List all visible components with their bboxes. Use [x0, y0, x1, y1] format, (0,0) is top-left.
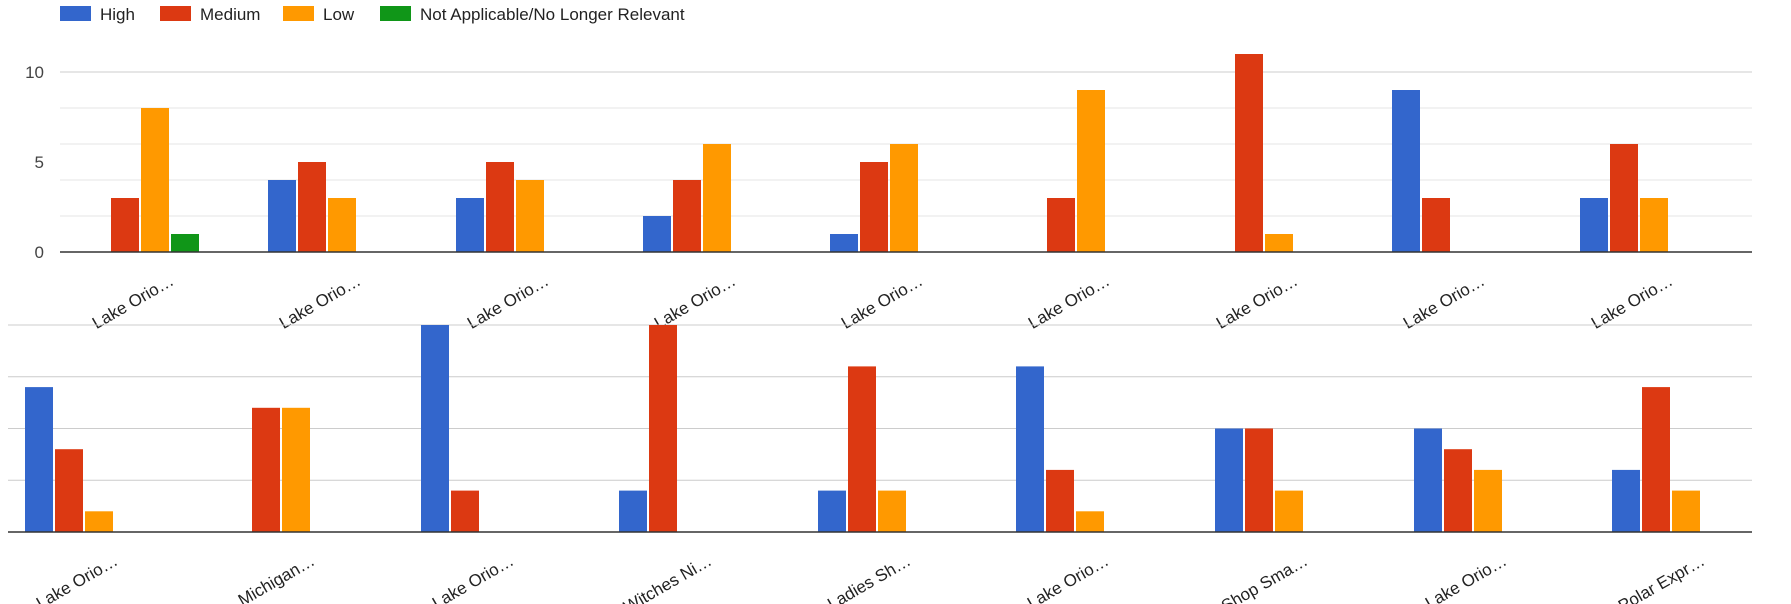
- legend-swatch: [60, 6, 91, 21]
- bar-high: [1392, 90, 1420, 252]
- bar-high: [818, 490, 846, 532]
- bar-high: [1215, 428, 1243, 532]
- x-category-label: Shop Sma…: [1218, 551, 1311, 604]
- bar-medium: [298, 162, 326, 252]
- legend-swatch: [283, 6, 314, 21]
- y-tick-label: 5: [35, 153, 44, 172]
- bar-low: [1077, 90, 1105, 252]
- x-category-label: Ladies Sh…: [824, 551, 914, 604]
- x-category-label: Lake Orio…: [89, 271, 177, 333]
- x-category-label: Lake Orio…: [838, 271, 926, 333]
- bar-medium: [1047, 198, 1075, 252]
- bar-medium: [451, 490, 479, 532]
- bar-medium: [860, 162, 888, 252]
- bar-medium: [111, 198, 139, 252]
- bar-medium: [1235, 54, 1263, 252]
- bar-medium: [252, 407, 280, 532]
- bar-medium: [1642, 387, 1670, 532]
- bar-low: [1076, 511, 1104, 532]
- bar-high: [1414, 428, 1442, 532]
- x-category-label: Lake Orio…: [1588, 271, 1676, 333]
- bar-high: [25, 387, 53, 532]
- bar-high: [456, 198, 484, 252]
- bar-high: [619, 490, 647, 532]
- x-category-label: Polar Expr…: [1615, 551, 1708, 604]
- y-tick-label: 10: [25, 63, 44, 82]
- bar-medium: [1444, 449, 1472, 532]
- bar-low: [1265, 234, 1293, 252]
- legend-label: Not Applicable/No Longer Relevant: [420, 5, 685, 24]
- legend-item: Not Applicable/No Longer Relevant: [380, 5, 685, 24]
- x-category-label: Lake Orio…: [429, 551, 517, 604]
- legend-item: Low: [283, 5, 355, 24]
- bar-low: [1275, 490, 1303, 532]
- x-category-label: Lake Orio…: [651, 271, 739, 333]
- x-category-label: Lake Orio…: [1400, 271, 1488, 333]
- x-category-label: Lake Orio…: [33, 551, 121, 604]
- bar-medium: [1610, 144, 1638, 252]
- legend-swatch: [380, 6, 411, 21]
- bar-medium: [649, 325, 677, 532]
- bar-low: [1640, 198, 1668, 252]
- bar-low: [1474, 469, 1502, 532]
- bar-low: [516, 180, 544, 252]
- bar-high: [1612, 469, 1640, 532]
- legend-swatch: [160, 6, 191, 21]
- chart-panel-2: Lake Orio… Michigan… Lake Orio… Witches Ni……: [8, 324, 1752, 604]
- bar-medium: [673, 180, 701, 252]
- bar-high: [1016, 366, 1044, 532]
- bar-low: [328, 198, 356, 252]
- x-category-label: Lake Orio…: [1213, 271, 1301, 333]
- bar-medium: [848, 366, 876, 532]
- x-category-label: Lake Orio…: [1024, 551, 1112, 604]
- legend-label: Low: [323, 5, 355, 24]
- x-category-label: Lake Orio…: [1422, 551, 1510, 604]
- bar-not-applicable-no-longer-relevant: [171, 234, 199, 252]
- legend: High Medium Low Not Applicable/No Longer Re…: [60, 5, 685, 24]
- chart-panel-1: 0 5 10 Lake Orio… Lake Orio… Lake Orio… Lake O…: [25, 54, 1752, 333]
- bar-medium: [1422, 198, 1450, 252]
- bar-high: [643, 216, 671, 252]
- bar-low: [85, 511, 113, 532]
- legend-label: Medium: [200, 5, 260, 24]
- bar-high: [830, 234, 858, 252]
- legend-item: High: [60, 5, 135, 24]
- bar-medium: [1046, 469, 1074, 532]
- bar-high: [1580, 198, 1608, 252]
- x-category-label: Witches Ni…: [620, 551, 715, 604]
- bar-low: [703, 144, 731, 252]
- bar-high: [268, 180, 296, 252]
- bar-low: [141, 108, 169, 252]
- bar-low: [1672, 490, 1700, 532]
- y-tick-label: 0: [35, 243, 44, 262]
- legend-item: Medium: [160, 5, 260, 24]
- bar-low: [890, 144, 918, 252]
- bar-low: [282, 407, 310, 532]
- bar-medium: [55, 449, 83, 532]
- x-category-label: Lake Orio…: [464, 271, 552, 333]
- bar-low: [878, 490, 906, 532]
- x-category-label: Lake Orio…: [276, 271, 364, 333]
- bar-medium: [486, 162, 514, 252]
- x-category-label: Michigan…: [235, 551, 318, 604]
- x-category-label: Lake Orio…: [1025, 271, 1113, 333]
- bar-high: [421, 325, 449, 532]
- legend-label: High: [100, 5, 135, 24]
- bar-medium: [1245, 428, 1273, 532]
